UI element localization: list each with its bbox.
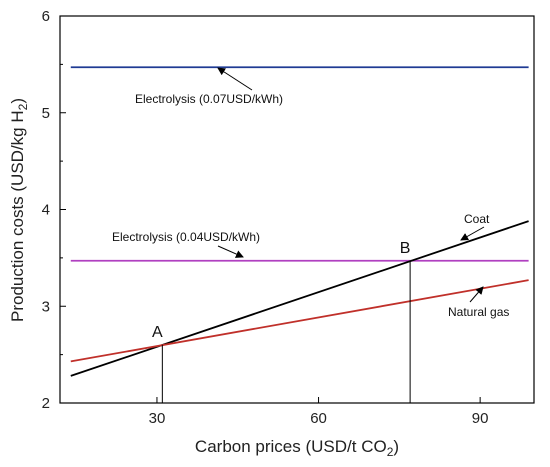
y-tick-label: 3 [42, 298, 50, 315]
series-label: Electrolysis (0.04USD/kWh) [112, 230, 260, 244]
series-layer [70, 66, 529, 377]
annotation-arrow [469, 286, 484, 303]
annotation-arrow [217, 67, 253, 91]
series-line [70, 220, 529, 377]
annotation-arrow [217, 245, 244, 258]
point-label: B [400, 240, 411, 257]
y-tick-label: 4 [42, 202, 50, 219]
x-tick-label: 90 [472, 410, 489, 427]
annotation-arrow [460, 226, 485, 241]
series-label: Coat [464, 212, 490, 226]
y-tick-label: 2 [42, 395, 50, 412]
series-line [70, 279, 529, 363]
ticks-layer: 30 60 90 2 3 4 5 6 [42, 8, 489, 427]
x-tick-label: 30 [149, 410, 166, 427]
y-axis-title: Production costs (USD/kg H2) [8, 98, 30, 322]
point-label: A [152, 324, 163, 341]
y-tick-label: 5 [42, 105, 50, 122]
annotation-layer: Electrolysis (0.07USD/kWh) Electrolysis (… [112, 67, 509, 403]
series-label: Electrolysis (0.07USD/kWh) [135, 92, 283, 106]
y-tick-label: 6 [42, 8, 50, 25]
x-tick-label: 60 [310, 410, 327, 427]
series-label: Natural gas [448, 305, 509, 319]
x-axis-title: Carbon prices (USD/t CO2) [195, 437, 399, 459]
plot-frame [59, 15, 535, 404]
